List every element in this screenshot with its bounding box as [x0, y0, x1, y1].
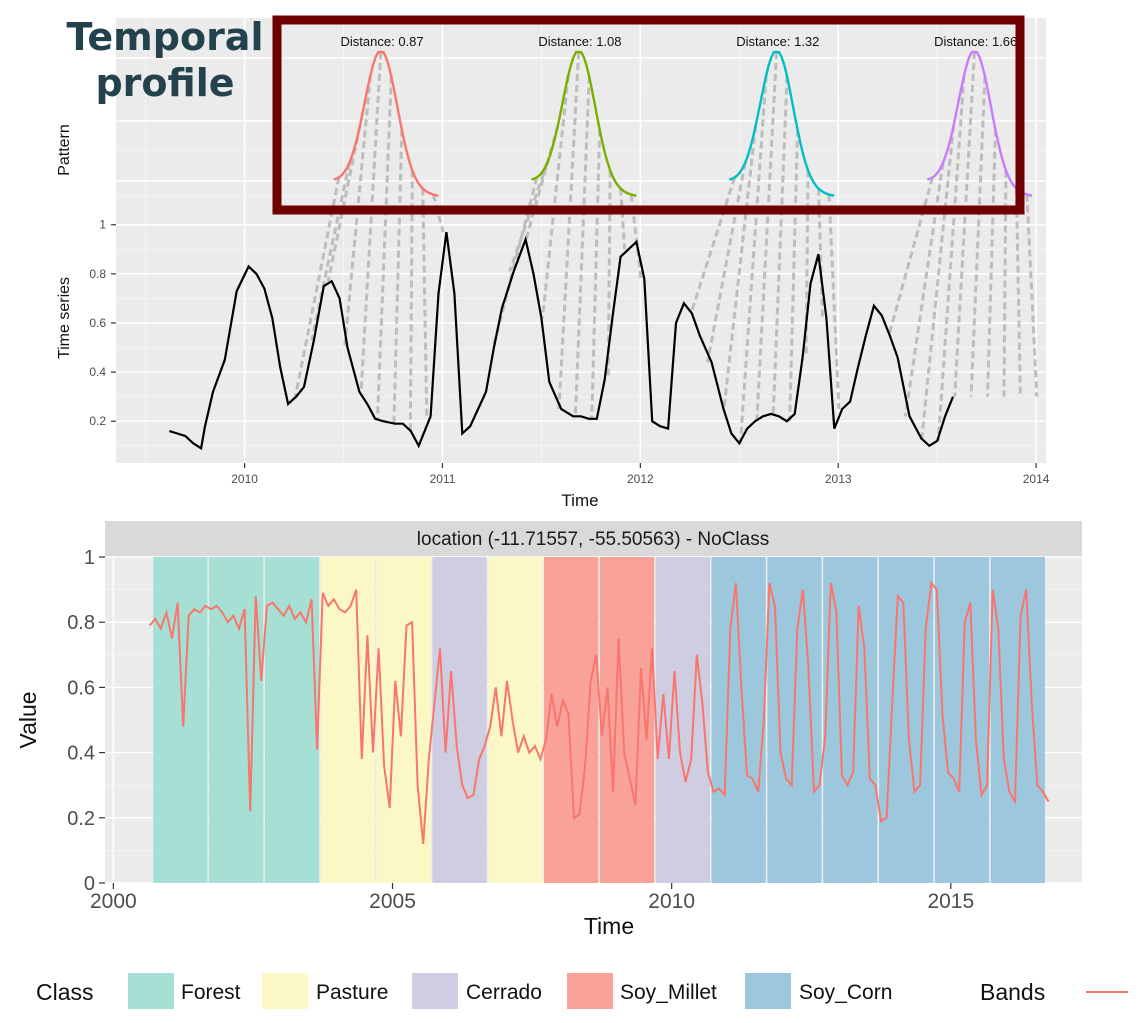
- alignment-dash: [903, 162, 945, 417]
- bottom-y-axis-title: Value: [15, 691, 41, 748]
- alignment-dash: [827, 194, 841, 410]
- alignment-dash: [310, 162, 351, 341]
- bottom-y-tick-label: 0.6: [67, 677, 95, 699]
- top-x-tick-label: 2012: [627, 472, 654, 486]
- alignment-dash: [606, 170, 612, 380]
- legend-swatch-soy-millet: [567, 973, 613, 1009]
- bottom-y-tick-label: 0.8: [67, 612, 95, 634]
- pattern-curve: [926, 50, 1033, 197]
- alignment-dash: [1014, 188, 1022, 397]
- legend-swatch-cerrado: [412, 973, 458, 1009]
- alignment-dash: [524, 125, 560, 240]
- class-band-forest: [209, 557, 264, 883]
- alignment-dash: [359, 51, 383, 392]
- top-y-tick-label: 0.4: [89, 365, 106, 379]
- class-band-pasture: [320, 557, 375, 883]
- top-y-tick-label: 0.2: [89, 414, 106, 428]
- pattern-curve: [333, 50, 439, 197]
- alignment-dash: [738, 75, 768, 444]
- alignment-dash: [541, 75, 570, 319]
- legend-label-soy-corn: Soy_Corn: [799, 981, 892, 1004]
- pattern-curve: [531, 50, 637, 197]
- alignment-dash: [431, 194, 445, 233]
- bottom-x-tick-label: 2000: [90, 890, 137, 913]
- bottom-x-tick-label: 2015: [927, 890, 974, 913]
- bottom-y-tick-label: 0.2: [67, 808, 95, 830]
- alignment-dash: [722, 125, 758, 410]
- legend-label-soy-millet: Soy_Millet: [620, 981, 717, 1004]
- top-x-axis-title: Time: [561, 491, 598, 510]
- pattern-distance-label: Distance: 0.87: [341, 34, 424, 49]
- top-y-axis-title: Time series: [56, 277, 73, 359]
- alignment-dash: [573, 76, 591, 417]
- alignment-dash: [689, 176, 737, 314]
- class-band-forest: [153, 557, 208, 883]
- top-plot-background: [116, 18, 1046, 463]
- class-band-cerrado: [432, 557, 487, 883]
- bottom-y-tick-label: 1: [84, 547, 95, 569]
- alignment-dash: [936, 75, 966, 441]
- class-band-cerrado: [655, 557, 710, 883]
- bands-line: [148, 580, 1050, 844]
- alignment-dash: [771, 76, 789, 414]
- class-band-pasture: [488, 557, 543, 883]
- strip-title: location (-11.71557, -55.50563) - NoClas…: [417, 529, 769, 550]
- legend-swatch-pasture: [262, 973, 308, 1009]
- legend-swatch-forest: [128, 973, 174, 1009]
- top-y-tick-label: 1: [99, 218, 106, 232]
- pattern-distance-label: Distance: 1.66: [934, 34, 1017, 49]
- alignment-dash: [375, 76, 393, 419]
- legend-bands-title: Bands: [980, 979, 1045, 1005]
- legend-label-forest: Forest: [181, 981, 241, 1004]
- time-series-line: [169, 231, 955, 451]
- legend-swatch-soy-corn: [745, 973, 791, 1009]
- alignment-dash: [788, 129, 800, 422]
- top-x-tick-label: 2014: [1023, 472, 1050, 486]
- alignment-dash: [590, 129, 602, 419]
- alignment-dash: [326, 125, 362, 282]
- class-band-soy-millet: [544, 557, 599, 883]
- alignment-dash: [421, 188, 429, 417]
- legend-class-title: Class: [36, 979, 94, 1005]
- legend-label-cerrado: Cerrado: [466, 981, 542, 1004]
- alignment-dash: [706, 162, 747, 363]
- bottom-x-tick-label: 2005: [369, 890, 416, 913]
- legend-label-pasture: Pasture: [316, 981, 388, 1004]
- alignment-dash: [755, 51, 779, 422]
- top-x-tick-label: 2013: [825, 472, 852, 486]
- pattern-distance-label: Distance: 1.08: [538, 34, 621, 49]
- top-y-tick-label: 0.6: [89, 316, 106, 330]
- alignment-dash: [969, 76, 987, 397]
- pattern-distance-label: Distance: 1.32: [736, 34, 819, 49]
- top-x-tick-label: 2011: [430, 472, 456, 486]
- bottom-x-tick-label: 2010: [648, 890, 695, 913]
- top-y-tick-label: 0.8: [89, 267, 106, 281]
- highlight-box: [272, 15, 1025, 215]
- alignment-dash: [508, 162, 549, 272]
- strip-background: [105, 521, 1082, 557]
- alignment-dash: [1025, 194, 1039, 397]
- alignment-dash: [887, 177, 934, 336]
- alignment-dash: [986, 129, 997, 397]
- bottom-x-axis-title: Time: [584, 913, 634, 939]
- temporal-profile-callout: Temporal profile: [60, 14, 270, 106]
- pattern-curve: [729, 50, 835, 197]
- class-band-soy-corn: [711, 557, 766, 883]
- alignment-dash: [953, 51, 976, 397]
- alignment-dash: [1002, 170, 1008, 397]
- alignment-dash: [920, 125, 955, 439]
- class-band-soy-corn: [823, 557, 878, 883]
- alignment-dash: [392, 129, 404, 424]
- callout-line-1: Temporal: [66, 15, 264, 59]
- bottom-y-tick-label: 0.4: [67, 743, 95, 765]
- alignment-dash: [619, 188, 627, 250]
- bottom-y-tick-label: 0: [84, 873, 95, 895]
- callout-line-2: profile: [95, 61, 235, 105]
- top-x-tick-label: 2010: [231, 472, 258, 486]
- pattern-panel-label: Pattern: [56, 124, 73, 176]
- alignment-dash: [557, 51, 581, 410]
- class-band-soy-corn: [879, 557, 934, 883]
